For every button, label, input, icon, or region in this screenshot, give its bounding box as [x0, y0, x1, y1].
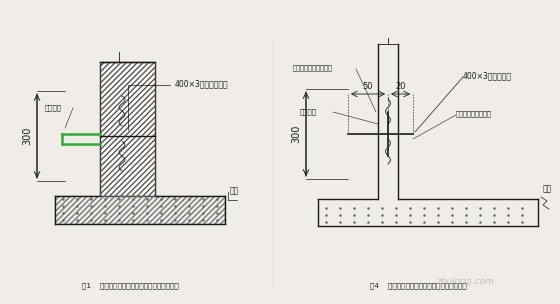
- Text: 垫板: 垫板: [230, 186, 239, 195]
- Text: 50: 50: [363, 82, 374, 91]
- Text: 400×3薄钢板止水: 400×3薄钢板止水: [463, 71, 512, 81]
- Text: 固定止水钢筋绑钢筋: 固定止水钢筋绑钢筋: [456, 111, 492, 117]
- Text: 图1    地下室外墙水平施工缝钢筋止水带大样图: 图1 地下室外墙水平施工缝钢筋止水带大样图: [82, 283, 179, 289]
- FancyBboxPatch shape: [100, 62, 155, 196]
- Text: 垫板: 垫板: [543, 185, 552, 194]
- Text: 基础导墙: 基础导墙: [300, 109, 317, 115]
- Text: zhulong.com: zhulong.com: [436, 278, 494, 286]
- Text: 300: 300: [22, 127, 32, 145]
- Text: 固定止水钢筋同止水带: 固定止水钢筋同止水带: [293, 65, 333, 71]
- Text: 300: 300: [291, 125, 301, 143]
- Text: 20: 20: [395, 82, 406, 91]
- Text: 基础导墙: 基础导墙: [45, 105, 62, 111]
- Text: 图4    地下室外墙水平施工缝钢筋止水带大样图: 图4 地下室外墙水平施工缝钢筋止水带大样图: [370, 283, 466, 289]
- Text: 400×3薄钢板止水带: 400×3薄钢板止水带: [175, 80, 228, 88]
